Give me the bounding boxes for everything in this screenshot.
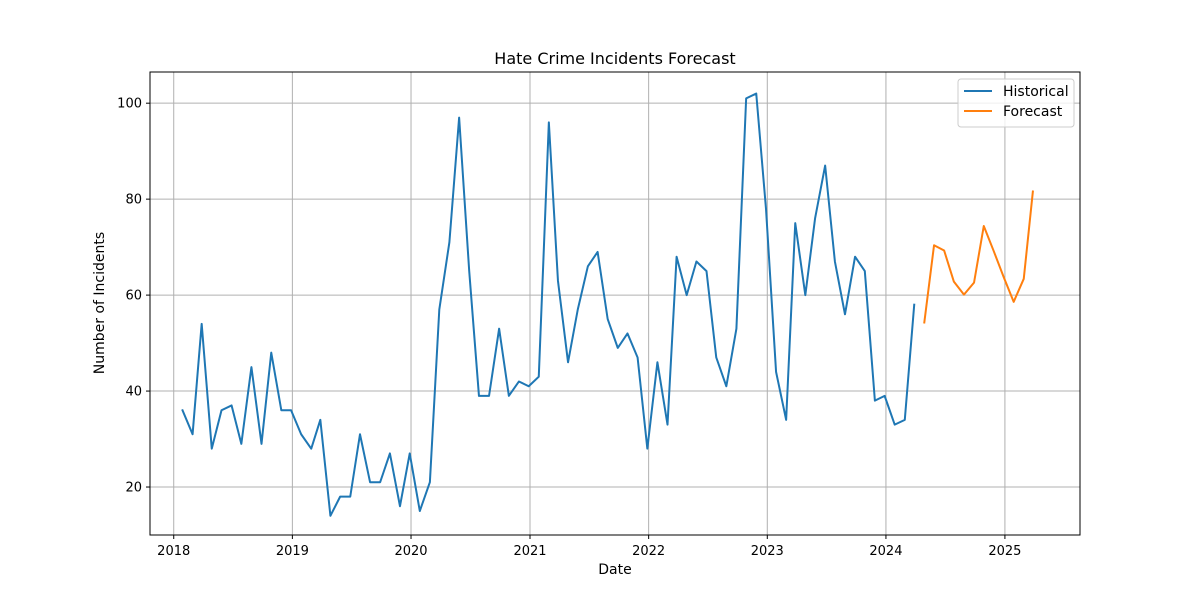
x-tick-label: 2018: [157, 544, 190, 559]
plot-frame: [149, 71, 1081, 536]
y-tick-label: 20: [125, 481, 142, 496]
x-tick-label: 2024: [869, 544, 902, 559]
y-tick-label: 40: [125, 385, 142, 400]
x-tick-label: 2022: [632, 544, 665, 559]
y-tick-label: 80: [125, 193, 142, 208]
grid: [150, 72, 1080, 535]
y-axis-label: Number of Incidents: [92, 232, 108, 374]
legend: Historical Forecast: [957, 78, 1075, 128]
plot-area: [150, 72, 1080, 535]
x-tick-label: 2021: [513, 544, 546, 559]
series-line-historical: [181, 92, 916, 517]
x-tick-label: 2019: [276, 544, 309, 559]
x-tick-label: 2020: [394, 544, 427, 559]
x-tick-label: 2023: [751, 544, 784, 559]
y-axis: 20 40 60 80 100: [117, 97, 150, 496]
x-tick-label: 2025: [988, 544, 1021, 559]
y-tick-label: 60: [125, 289, 142, 304]
series-line-forecast: [923, 190, 1034, 324]
x-axis: 2018 2019 2020 2021 2022 2023 2024 2025: [157, 535, 1021, 559]
chart-title: Hate Crime Incidents Forecast: [494, 49, 735, 68]
legend-label-forecast: Forecast: [1003, 104, 1063, 120]
x-axis-label: Date: [598, 562, 631, 578]
y-tick-label: 100: [117, 97, 142, 112]
series-layer: [181, 92, 1034, 517]
legend-label-historical: Historical: [1003, 84, 1069, 100]
